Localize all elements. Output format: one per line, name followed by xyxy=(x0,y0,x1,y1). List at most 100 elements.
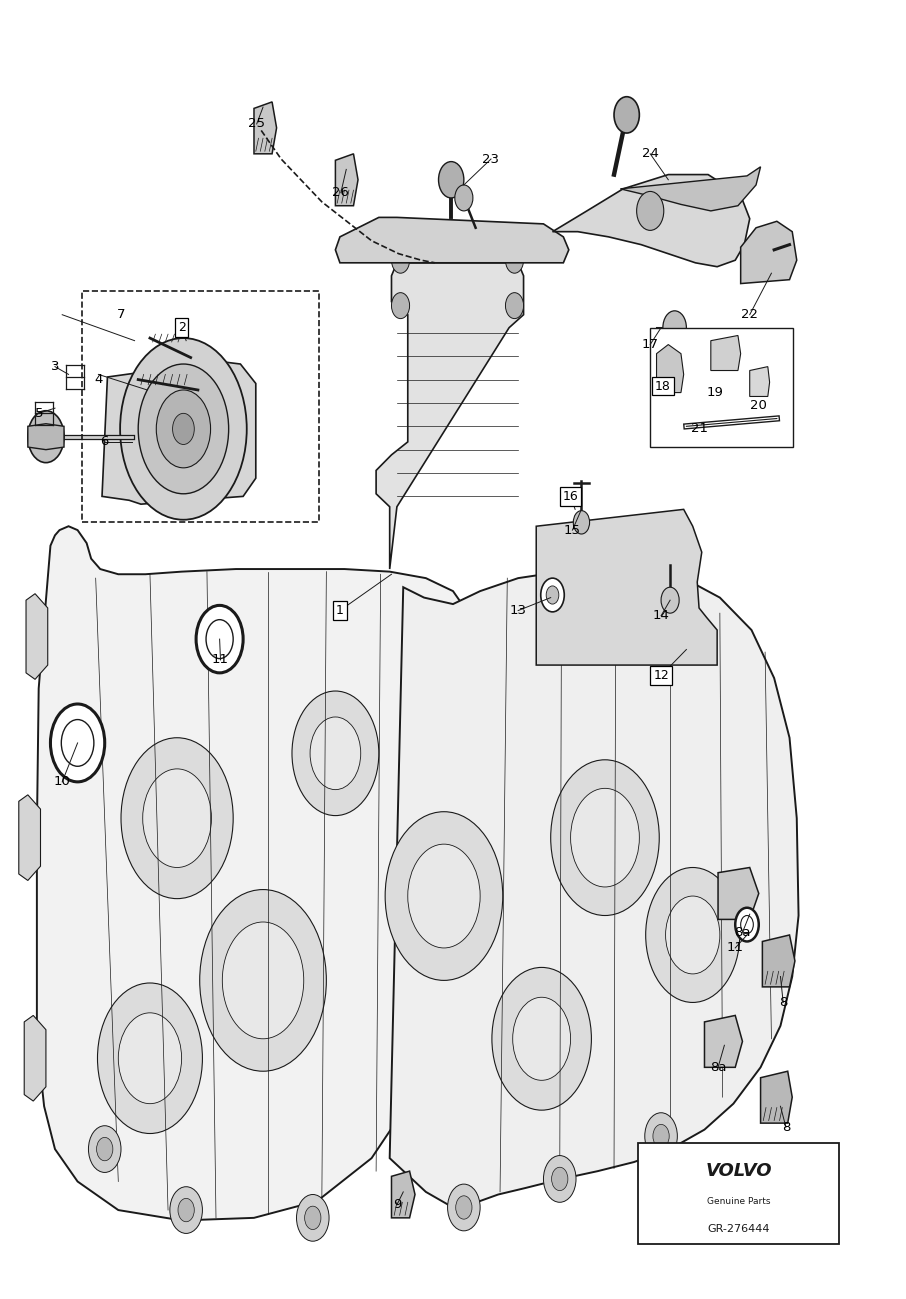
Text: VOLVO: VOLVO xyxy=(706,1161,772,1179)
Text: 13: 13 xyxy=(510,604,526,617)
Circle shape xyxy=(573,511,590,534)
Circle shape xyxy=(614,96,640,132)
Text: 11: 11 xyxy=(727,942,744,955)
Polygon shape xyxy=(741,221,796,283)
Text: 19: 19 xyxy=(707,386,724,399)
Polygon shape xyxy=(376,262,524,569)
Circle shape xyxy=(492,968,592,1111)
Circle shape xyxy=(304,1207,321,1230)
Circle shape xyxy=(199,890,326,1072)
Circle shape xyxy=(178,1199,194,1222)
Bar xyxy=(639,1143,839,1244)
Text: 25: 25 xyxy=(248,117,265,130)
Circle shape xyxy=(296,1195,329,1242)
Polygon shape xyxy=(718,868,758,920)
Circle shape xyxy=(456,1196,472,1220)
Polygon shape xyxy=(749,366,769,396)
Text: 22: 22 xyxy=(741,308,758,321)
Text: 8: 8 xyxy=(779,996,787,1009)
Text: 2: 2 xyxy=(178,321,186,334)
Circle shape xyxy=(62,720,94,766)
Circle shape xyxy=(143,769,211,868)
Polygon shape xyxy=(760,1072,792,1124)
Circle shape xyxy=(98,983,202,1134)
Text: 8a: 8a xyxy=(709,1061,727,1074)
Text: 3: 3 xyxy=(51,360,59,373)
Circle shape xyxy=(172,413,194,444)
Polygon shape xyxy=(254,101,276,153)
Circle shape xyxy=(741,916,753,934)
Text: 24: 24 xyxy=(641,147,659,160)
Circle shape xyxy=(506,247,524,273)
Polygon shape xyxy=(19,795,41,881)
Circle shape xyxy=(196,605,243,673)
Text: 18: 18 xyxy=(655,379,670,392)
Circle shape xyxy=(169,1187,202,1234)
Text: 17: 17 xyxy=(641,338,659,351)
Circle shape xyxy=(391,247,410,273)
Circle shape xyxy=(546,586,559,604)
Bar xyxy=(651,327,793,447)
Text: 16: 16 xyxy=(563,490,578,503)
Polygon shape xyxy=(621,166,760,210)
Text: Genuine Parts: Genuine Parts xyxy=(707,1196,771,1205)
Text: 26: 26 xyxy=(333,186,350,199)
Text: 15: 15 xyxy=(564,523,581,536)
Circle shape xyxy=(448,1185,480,1231)
Polygon shape xyxy=(711,335,741,370)
Circle shape xyxy=(736,908,758,942)
Circle shape xyxy=(552,1168,568,1191)
Circle shape xyxy=(455,184,473,210)
Text: 20: 20 xyxy=(750,399,767,412)
Circle shape xyxy=(120,338,246,520)
Text: 21: 21 xyxy=(690,422,708,435)
Polygon shape xyxy=(335,217,569,262)
Polygon shape xyxy=(762,935,795,987)
Circle shape xyxy=(666,896,720,974)
Circle shape xyxy=(439,161,464,197)
Polygon shape xyxy=(536,509,718,665)
Circle shape xyxy=(97,1138,113,1161)
Circle shape xyxy=(646,868,740,1003)
Circle shape xyxy=(310,717,361,790)
Circle shape xyxy=(139,364,228,494)
Circle shape xyxy=(544,1156,576,1203)
Text: 1: 1 xyxy=(336,604,344,617)
Text: 12: 12 xyxy=(653,669,669,682)
Bar xyxy=(82,291,319,522)
Circle shape xyxy=(571,788,640,887)
Text: 14: 14 xyxy=(652,609,670,622)
Text: 8: 8 xyxy=(782,1121,790,1134)
Circle shape xyxy=(51,704,105,782)
Text: 5: 5 xyxy=(34,407,43,420)
Polygon shape xyxy=(37,526,471,1221)
Polygon shape xyxy=(657,344,684,392)
Circle shape xyxy=(89,1126,121,1173)
Text: GR-276444: GR-276444 xyxy=(708,1224,770,1234)
Circle shape xyxy=(292,691,379,816)
Text: 10: 10 xyxy=(53,776,71,788)
Circle shape xyxy=(408,844,480,948)
Text: 9: 9 xyxy=(392,1199,401,1212)
Text: 23: 23 xyxy=(483,152,499,165)
Text: 4: 4 xyxy=(94,373,102,386)
Circle shape xyxy=(119,1013,181,1104)
Circle shape xyxy=(121,738,233,899)
Text: 8a: 8a xyxy=(734,926,751,939)
Polygon shape xyxy=(24,1016,46,1102)
Circle shape xyxy=(385,812,503,981)
Polygon shape xyxy=(28,423,64,449)
Text: 11: 11 xyxy=(212,653,229,666)
Polygon shape xyxy=(102,361,255,504)
Circle shape xyxy=(506,292,524,318)
Polygon shape xyxy=(26,594,48,679)
Text: 7: 7 xyxy=(117,308,125,321)
Polygon shape xyxy=(553,174,749,266)
Text: 6: 6 xyxy=(101,435,109,448)
Circle shape xyxy=(206,620,233,659)
Circle shape xyxy=(222,922,304,1039)
Circle shape xyxy=(541,578,564,612)
Circle shape xyxy=(653,1125,670,1148)
Circle shape xyxy=(637,191,664,230)
Circle shape xyxy=(157,390,210,468)
